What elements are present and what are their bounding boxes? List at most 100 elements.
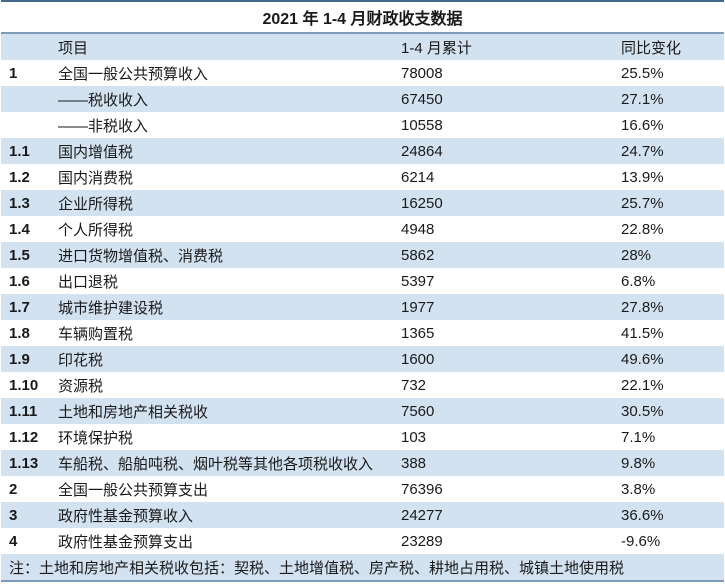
row-number: 1.6 (9, 272, 30, 290)
row-value: 388 (401, 454, 427, 472)
table-row: ——税收收入 67450 27.1% (1, 86, 724, 112)
row-change: 25.7% (621, 194, 664, 212)
row-item: ——非税收入 (58, 117, 149, 135)
row-change: 41.5% (621, 324, 664, 342)
row-change: 7.1% (621, 428, 656, 446)
row-item: ——税收收入 (58, 91, 149, 109)
row-change: 3.8% (621, 480, 656, 498)
table-row: 1.11 土地和房地产相关税收 7560 30.5% (1, 398, 724, 424)
row-number: 1.2 (9, 168, 30, 186)
row-number: 1.7 (9, 298, 30, 316)
table-body: 1 全国一般公共预算收入 78008 25.5% ——税收收入 67450 27… (1, 60, 724, 554)
row-item: 全国一般公共预算收入 (58, 65, 209, 83)
row-number: 1.8 (9, 324, 30, 342)
row-value: 24277 (401, 506, 443, 524)
row-number: 1.13 (9, 454, 39, 472)
row-value: 1977 (401, 298, 435, 316)
table-note: 注：土地和房地产相关税收包括：契税、土地增值税、房产税、耕地占用税、城镇土地使用… (1, 554, 724, 580)
row-change: 24.7% (621, 142, 664, 160)
row-item: 国内增值税 (58, 143, 134, 161)
row-number: 1.5 (9, 246, 30, 264)
table-row: 1.10 资源税 732 22.1% (1, 372, 724, 398)
row-number: 1.1 (9, 142, 30, 160)
table-row: 3 政府性基金预算收入 24277 36.6% (1, 502, 724, 528)
header-item-column: 项目 (58, 39, 89, 57)
row-change: 6.8% (621, 272, 656, 290)
row-item: 资源税 (58, 377, 104, 395)
table-row: 1.7 城市维护建设税 1977 27.8% (1, 294, 724, 320)
row-change: 36.6% (621, 506, 664, 524)
table-row: 1.12 环境保护税 103 7.1% (1, 424, 724, 450)
row-number: 4 (9, 532, 18, 550)
row-change: 16.6% (621, 116, 664, 134)
table-row: 1 全国一般公共预算收入 78008 25.5% (1, 60, 724, 86)
row-item: 印花税 (58, 351, 104, 369)
row-change: 13.9% (621, 168, 664, 186)
row-value: 732 (401, 376, 427, 394)
row-item: 政府性基金预算收入 (58, 507, 194, 525)
table-row: 1.2 国内消费税 6214 13.9% (1, 164, 724, 190)
row-item: 土地和房地产相关税收 (58, 403, 209, 421)
row-value: 103 (401, 428, 427, 446)
row-number: 1 (9, 64, 18, 82)
row-value: 1365 (401, 324, 435, 342)
table-row: 2 全国一般公共预算支出 76396 3.8% (1, 476, 724, 502)
row-change: 28% (621, 246, 652, 264)
row-item: 个人所得税 (58, 221, 134, 239)
row-value: 76396 (401, 480, 443, 498)
table-title: 2021 年 1-4 月财政收支数据 (1, 2, 724, 34)
row-change: 30.5% (621, 402, 664, 420)
table-row: 4 政府性基金预算支出 23289 -9.6% (1, 528, 724, 554)
table-header-row: 项目 1-4 月累计 同比变化 (1, 34, 724, 60)
header-change-column: 同比变化 (621, 39, 682, 57)
table-row: 1.13 车船税、船舶吨税、烟叶税等其他各项税收收入 388 9.8% (1, 450, 724, 476)
row-number: 2 (9, 480, 18, 498)
row-value: 6214 (401, 168, 435, 186)
row-value: 10558 (401, 116, 443, 134)
row-item: 城市维护建设税 (58, 299, 164, 317)
row-item: 出口退税 (58, 273, 119, 291)
row-item: 环境保护税 (58, 429, 134, 447)
row-number: 1.12 (9, 428, 39, 446)
table-row: 1.8 车辆购置税 1365 41.5% (1, 320, 724, 346)
row-value: 67450 (401, 90, 443, 108)
table-row: 1.9 印花税 1600 49.6% (1, 346, 724, 372)
row-value: 4948 (401, 220, 435, 238)
table-row: 1.3 企业所得税 16250 25.7% (1, 190, 724, 216)
row-value: 7560 (401, 402, 435, 420)
row-change: 27.1% (621, 90, 664, 108)
row-change: -9.6% (621, 532, 661, 550)
row-item: 国内消费税 (58, 169, 134, 187)
table-row: 1.5 进口货物增值税、消费税 5862 28% (1, 242, 724, 268)
table-row: 1.1 国内增值税 24864 24.7% (1, 138, 724, 164)
row-number: 3 (9, 506, 18, 524)
row-change: 9.8% (621, 454, 656, 472)
row-number: 1.4 (9, 220, 30, 238)
row-value: 5397 (401, 272, 435, 290)
table-row: ——非税收入 10558 16.6% (1, 112, 724, 138)
table-row: 1.4 个人所得税 4948 22.8% (1, 216, 724, 242)
row-change: 22.8% (621, 220, 664, 238)
header-value-column: 1-4 月累计 (401, 39, 472, 57)
row-item: 企业所得税 (58, 195, 134, 213)
row-value: 5862 (401, 246, 435, 264)
row-number: 1.10 (9, 376, 39, 394)
row-value: 16250 (401, 194, 443, 212)
row-change: 25.5% (621, 64, 664, 82)
row-number: 1.3 (9, 194, 30, 212)
row-number: 1.11 (9, 402, 38, 420)
row-item: 全国一般公共预算支出 (58, 481, 209, 499)
row-value: 23289 (401, 532, 443, 550)
row-change: 49.6% (621, 350, 664, 368)
row-item: 政府性基金预算支出 (58, 533, 194, 551)
row-item: 车辆购置税 (58, 325, 134, 343)
row-value: 1600 (401, 350, 435, 368)
table-row: 1.6 出口退税 5397 6.8% (1, 268, 724, 294)
row-change: 22.1% (621, 376, 664, 394)
row-value: 78008 (401, 64, 443, 82)
row-item: 进口货物增值税、消费税 (58, 247, 224, 265)
row-number: 1.9 (9, 350, 30, 368)
row-change: 27.8% (621, 298, 664, 316)
row-item: 车船税、船舶吨税、烟叶税等其他各项税收收入 (58, 455, 374, 473)
